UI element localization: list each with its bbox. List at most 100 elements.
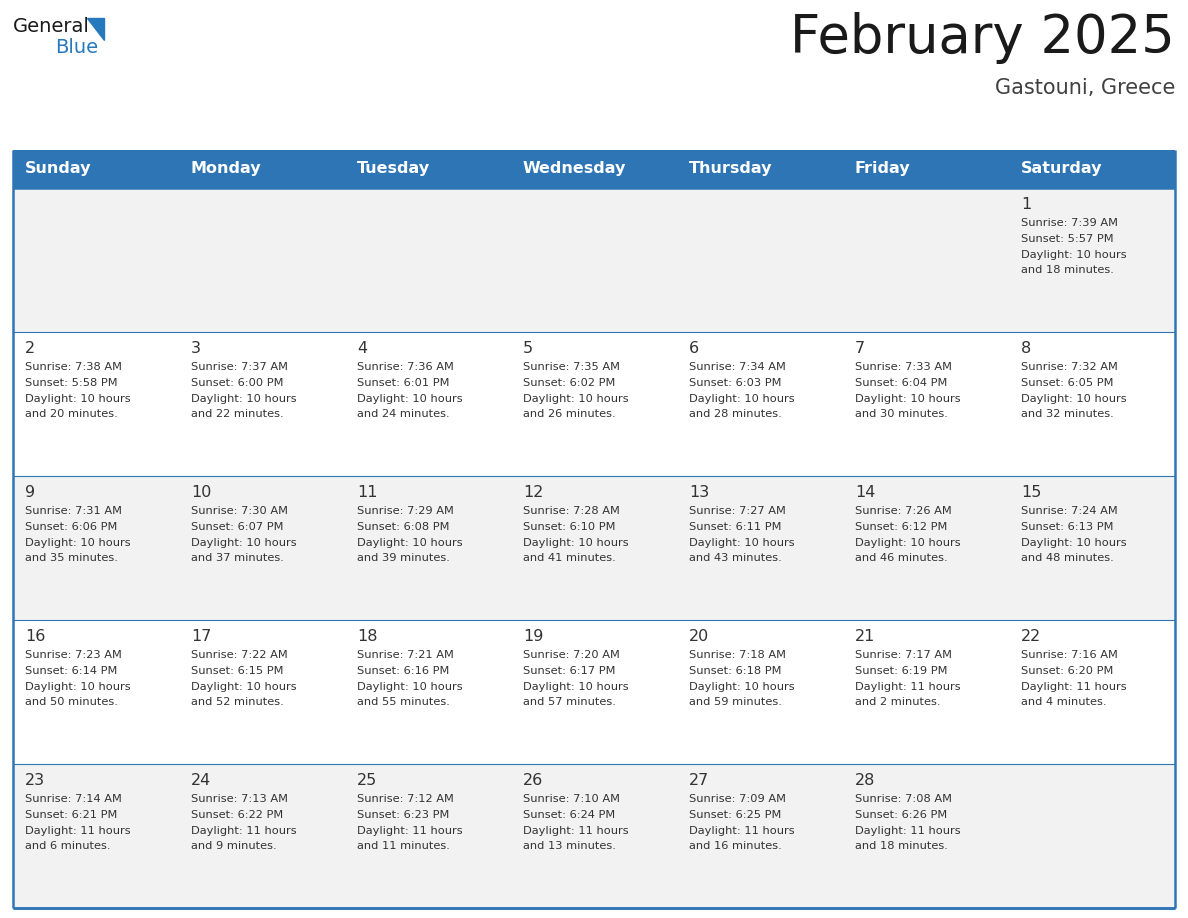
Text: Daylight: 10 hours: Daylight: 10 hours [855,394,961,404]
Text: 20: 20 [689,629,709,644]
Text: Sunset: 6:21 PM: Sunset: 6:21 PM [25,810,118,820]
Text: Daylight: 10 hours: Daylight: 10 hours [523,394,628,404]
Text: Sunrise: 7:32 AM: Sunrise: 7:32 AM [1020,362,1118,372]
Text: and 48 minutes.: and 48 minutes. [1020,554,1113,564]
Text: 22: 22 [1020,629,1041,644]
Text: Sunday: Sunday [25,162,91,176]
Text: and 41 minutes.: and 41 minutes. [523,554,615,564]
Text: Tuesday: Tuesday [358,162,430,176]
Text: Sunrise: 7:35 AM: Sunrise: 7:35 AM [523,362,620,372]
Bar [179,150,345,188]
Text: Sunset: 6:10 PM: Sunset: 6:10 PM [523,521,615,532]
Text: Sunset: 6:01 PM: Sunset: 6:01 PM [358,378,449,387]
Text: Daylight: 11 hours: Daylight: 11 hours [358,825,462,835]
Text: Sunset: 6:05 PM: Sunset: 6:05 PM [1020,378,1113,387]
Text: and 35 minutes.: and 35 minutes. [25,554,118,564]
Text: Sunset: 6:13 PM: Sunset: 6:13 PM [1020,521,1113,532]
Text: Daylight: 10 hours: Daylight: 10 hours [358,538,462,548]
Text: Sunset: 6:14 PM: Sunset: 6:14 PM [25,666,118,676]
Text: Sunrise: 7:29 AM: Sunrise: 7:29 AM [358,506,454,516]
Text: and 39 minutes.: and 39 minutes. [358,554,450,564]
Text: Daylight: 10 hours: Daylight: 10 hours [358,681,462,691]
Bar [13,150,179,188]
Text: 16: 16 [25,629,45,644]
Polygon shape [87,18,105,40]
Text: Sunrise: 7:20 AM: Sunrise: 7:20 AM [523,650,620,660]
Text: Sunrise: 7:33 AM: Sunrise: 7:33 AM [855,362,952,372]
Text: 12: 12 [523,485,543,500]
Text: 4: 4 [358,341,367,356]
Text: Sunset: 6:22 PM: Sunset: 6:22 PM [191,810,283,820]
Bar [1009,150,1175,188]
Text: and 9 minutes.: and 9 minutes. [191,842,277,851]
Bar [843,150,1009,188]
Text: Sunrise: 7:10 AM: Sunrise: 7:10 AM [523,794,620,804]
Text: Sunrise: 7:13 AM: Sunrise: 7:13 AM [191,794,287,804]
Text: 18: 18 [358,629,378,644]
Text: and 18 minutes.: and 18 minutes. [855,842,948,851]
Text: Daylight: 10 hours: Daylight: 10 hours [1020,394,1126,404]
Text: and 32 minutes.: and 32 minutes. [1020,409,1113,420]
Text: Sunrise: 7:21 AM: Sunrise: 7:21 AM [358,650,454,660]
Text: and 2 minutes.: and 2 minutes. [855,698,941,708]
Text: 15: 15 [1020,485,1042,500]
Text: Sunrise: 7:22 AM: Sunrise: 7:22 AM [191,650,287,660]
Text: and 13 minutes.: and 13 minutes. [523,842,615,851]
Text: Sunrise: 7:37 AM: Sunrise: 7:37 AM [191,362,287,372]
Text: February 2025: February 2025 [790,12,1175,64]
Text: Daylight: 10 hours: Daylight: 10 hours [855,538,961,548]
Bar [677,150,843,188]
Bar [13,332,1175,476]
Text: Sunrise: 7:39 AM: Sunrise: 7:39 AM [1020,218,1118,228]
Text: and 26 minutes.: and 26 minutes. [523,409,615,420]
Text: and 22 minutes.: and 22 minutes. [191,409,284,420]
Text: 23: 23 [25,773,45,788]
Bar [13,764,1175,908]
Text: and 57 minutes.: and 57 minutes. [523,698,615,708]
Text: Sunset: 6:26 PM: Sunset: 6:26 PM [855,810,947,820]
Text: Saturday: Saturday [1020,162,1102,176]
Bar [345,150,511,188]
Text: Sunrise: 7:09 AM: Sunrise: 7:09 AM [689,794,786,804]
Text: Sunrise: 7:26 AM: Sunrise: 7:26 AM [855,506,952,516]
Text: Sunrise: 7:23 AM: Sunrise: 7:23 AM [25,650,122,660]
Text: Sunrise: 7:38 AM: Sunrise: 7:38 AM [25,362,122,372]
Text: and 46 minutes.: and 46 minutes. [855,554,948,564]
Text: Monday: Monday [191,162,261,176]
Text: and 59 minutes.: and 59 minutes. [689,698,782,708]
Text: 21: 21 [855,629,876,644]
Text: Daylight: 11 hours: Daylight: 11 hours [855,681,961,691]
Text: Sunset: 6:02 PM: Sunset: 6:02 PM [523,378,615,387]
Text: and 16 minutes.: and 16 minutes. [689,842,782,851]
Text: and 55 minutes.: and 55 minutes. [358,698,450,708]
Text: Sunset: 6:00 PM: Sunset: 6:00 PM [191,378,284,387]
Text: Sunset: 6:24 PM: Sunset: 6:24 PM [523,810,615,820]
Bar [511,150,677,188]
Text: and 6 minutes.: and 6 minutes. [25,842,110,851]
Text: Sunset: 6:15 PM: Sunset: 6:15 PM [191,666,284,676]
Text: 14: 14 [855,485,876,500]
Text: Sunset: 6:11 PM: Sunset: 6:11 PM [689,521,782,532]
Text: Sunset: 6:18 PM: Sunset: 6:18 PM [689,666,782,676]
Text: Gastouni, Greece: Gastouni, Greece [994,78,1175,98]
Text: 1: 1 [1020,197,1031,212]
Text: Sunrise: 7:27 AM: Sunrise: 7:27 AM [689,506,786,516]
Text: Sunrise: 7:24 AM: Sunrise: 7:24 AM [1020,506,1118,516]
Text: Sunrise: 7:30 AM: Sunrise: 7:30 AM [191,506,287,516]
Bar [13,620,1175,764]
Text: Daylight: 10 hours: Daylight: 10 hours [191,538,297,548]
Text: Sunrise: 7:17 AM: Sunrise: 7:17 AM [855,650,952,660]
Text: 26: 26 [523,773,543,788]
Text: Daylight: 10 hours: Daylight: 10 hours [25,394,131,404]
Text: Thursday: Thursday [689,162,772,176]
Text: and 11 minutes.: and 11 minutes. [358,842,450,851]
Text: Sunset: 5:58 PM: Sunset: 5:58 PM [25,378,118,387]
Text: Sunset: 6:06 PM: Sunset: 6:06 PM [25,521,118,532]
Text: 25: 25 [358,773,378,788]
Text: 9: 9 [25,485,36,500]
Text: 27: 27 [689,773,709,788]
Text: Sunrise: 7:34 AM: Sunrise: 7:34 AM [689,362,786,372]
Text: 6: 6 [689,341,699,356]
Text: 17: 17 [191,629,211,644]
Text: and 20 minutes.: and 20 minutes. [25,409,118,420]
